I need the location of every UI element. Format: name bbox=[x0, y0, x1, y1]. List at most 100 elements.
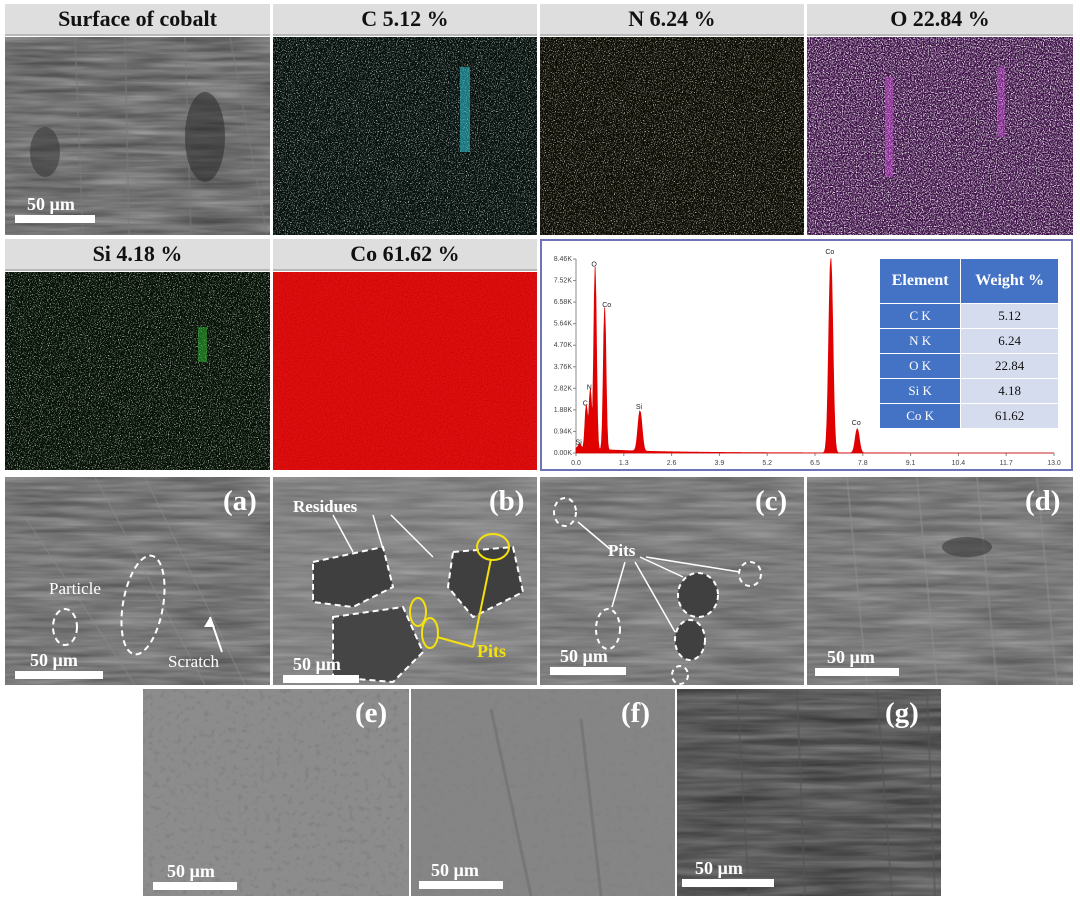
y-tick-label: 0.94K bbox=[554, 428, 573, 435]
y-tick-label: 5.64K bbox=[554, 321, 573, 328]
watermark-text: 大数跨境 bbox=[25, 869, 86, 887]
sem-panel-c: (c) Pits 50 µm bbox=[540, 477, 804, 685]
annotation-residues: Residues bbox=[293, 497, 358, 516]
y-tick-label: 6.58K bbox=[554, 299, 573, 306]
table-cell-element: Si K bbox=[878, 378, 962, 404]
mapping-header-surface-text: Surface of cobalt bbox=[58, 6, 217, 31]
peak-label: Si bbox=[636, 404, 643, 411]
scale-bar bbox=[15, 671, 103, 679]
scale-bar bbox=[682, 879, 774, 887]
peak-label: N bbox=[587, 384, 592, 391]
scale-bar bbox=[815, 668, 899, 676]
table-row: C K 5.12 bbox=[878, 303, 1059, 329]
sem-surface-image: 50 µm bbox=[5, 37, 270, 235]
table-cell-element: O K bbox=[878, 353, 962, 379]
y-tick-label: 7.52K bbox=[554, 278, 573, 285]
scale-bar-label: 50 µm bbox=[167, 861, 215, 881]
scale-bar bbox=[153, 882, 237, 890]
watermark-icon: ∞ bbox=[8, 869, 21, 887]
carbon-map-image bbox=[273, 37, 537, 235]
y-tick-label: 1.88K bbox=[554, 407, 573, 414]
scale-bar-label: 50 µm bbox=[30, 650, 78, 670]
scale-bar-label: 50 µm bbox=[695, 858, 743, 878]
scale-bar-label: 50 µm bbox=[827, 647, 875, 667]
table-row: Co K 61.62 bbox=[878, 403, 1059, 429]
panel-label-c: (c) bbox=[755, 485, 788, 517]
x-tick-label: 11.7 bbox=[1000, 460, 1013, 467]
watermark-logo: ∞ 大数跨境 bbox=[8, 867, 85, 888]
eds-spectrum-chart: 0.0 1.3 2.6 3.9 5.2 6.5 7.8 9.1 10.4 11.7 13.0 0.00… bbox=[554, 249, 1061, 467]
mapping-header-oxygen-text: O 22.84 % bbox=[890, 6, 990, 31]
y-tick-label: 0.00K bbox=[554, 450, 573, 457]
table-cell-weight: 6.24 bbox=[960, 328, 1059, 354]
nitrogen-map-image bbox=[540, 37, 804, 235]
annotation-particle: Particle bbox=[49, 579, 101, 598]
mapping-header-silicon-text: Si 4.18 % bbox=[92, 241, 183, 266]
scale-bar bbox=[419, 881, 503, 889]
scale-bar bbox=[550, 667, 626, 675]
peak-label: Co bbox=[602, 302, 611, 309]
panel-label-d: (d) bbox=[1025, 485, 1061, 517]
spectrum-series bbox=[575, 258, 1054, 454]
oxygen-map-image bbox=[807, 37, 1073, 235]
panel-label-a: (a) bbox=[223, 485, 257, 517]
table-cell-weight: 61.62 bbox=[960, 403, 1059, 429]
table-cell-weight: 22.84 bbox=[960, 353, 1059, 379]
sem-panel-e: (e) 50 µm bbox=[143, 689, 409, 896]
mapping-header-carbon-text: C 5.12 % bbox=[361, 6, 449, 31]
x-tick-label: 0.0 bbox=[571, 460, 581, 467]
mapping-header-nitrogen: N 6.24 % bbox=[540, 4, 804, 36]
table-cell-element: Co K bbox=[878, 403, 962, 429]
panel-label-b: (b) bbox=[489, 485, 525, 517]
x-tick-label: 3.9 bbox=[715, 460, 725, 467]
mapping-header-silicon: Si 4.18 % bbox=[5, 239, 270, 271]
scale-bar-label: 50 µm bbox=[431, 860, 479, 880]
mapping-header-cobalt: Co 61.62 % bbox=[273, 239, 537, 271]
peak-label: Co bbox=[825, 249, 834, 256]
sem-panel-g: (g) 50 µm bbox=[677, 689, 941, 896]
mapping-header-nitrogen-text: N 6.24 % bbox=[628, 6, 716, 31]
panel-label-g: (g) bbox=[885, 697, 919, 729]
eds-spectrum-panel: 0.0 1.3 2.6 3.9 5.2 6.5 7.8 9.1 10.4 11.7 13.0 0.00… bbox=[540, 239, 1073, 471]
weight-table-header-weight: Weight % bbox=[960, 258, 1059, 304]
table-cell-element: N K bbox=[878, 328, 962, 354]
x-tick-label: 5.2 bbox=[762, 460, 772, 467]
y-tick-label: 2.82K bbox=[554, 385, 573, 392]
annotation-pits-c: Pits bbox=[608, 541, 636, 560]
x-tick-label: 7.8 bbox=[858, 460, 868, 467]
scale-bar-label: 50 µm bbox=[560, 646, 608, 666]
x-tick-label: 2.6 bbox=[667, 460, 677, 467]
table-row: Si K 4.18 bbox=[878, 378, 1059, 404]
sem-panel-b: (b) Residues Pits 50 µm bbox=[273, 477, 537, 685]
mapping-header-carbon: C 5.12 % bbox=[273, 4, 537, 36]
table-cell-element: C K bbox=[878, 303, 962, 329]
peak-label: Co bbox=[852, 420, 861, 427]
y-tick-label: 3.76K bbox=[554, 364, 573, 371]
scale-bar bbox=[283, 675, 359, 683]
sem-panel-d: (d) 50 µm bbox=[807, 477, 1073, 685]
scale-bar bbox=[15, 215, 95, 223]
peak-label: C bbox=[583, 400, 588, 407]
peak-label: O bbox=[591, 262, 597, 269]
scale-bar-label: 50 µm bbox=[293, 654, 341, 674]
y-tick-label: 8.46K bbox=[554, 256, 573, 263]
annotation-pits-b: Pits bbox=[477, 641, 506, 661]
panel-label-e: (e) bbox=[355, 697, 388, 729]
sem-panel-f: (f) 50 µm bbox=[411, 689, 675, 896]
mapping-header-oxygen: O 22.84 % bbox=[807, 4, 1073, 36]
table-cell-weight: 5.12 bbox=[960, 303, 1059, 329]
silicon-map-image bbox=[5, 272, 270, 470]
weight-table: Element Weight % C K 5.12 N K 6.24 O K 22.8… bbox=[878, 258, 1059, 429]
x-tick-label: 1.3 bbox=[619, 460, 629, 467]
x-tick-label: 10.4 bbox=[952, 460, 966, 467]
annotation-scratch: Scratch bbox=[168, 652, 219, 671]
y-tick-label: 4.70K bbox=[554, 342, 573, 349]
panel-label-f: (f) bbox=[621, 697, 650, 729]
peak-label: Si bbox=[576, 439, 583, 446]
mapping-header-surface: Surface of cobalt bbox=[5, 4, 270, 36]
table-row: N K 6.24 bbox=[878, 328, 1059, 354]
sem-panel-a: (a) Particle Scratch 50 µm bbox=[5, 477, 270, 685]
x-tick-label: 9.1 bbox=[906, 460, 916, 467]
table-cell-weight: 4.18 bbox=[960, 378, 1059, 404]
weight-table-header-element: Element bbox=[878, 258, 962, 304]
